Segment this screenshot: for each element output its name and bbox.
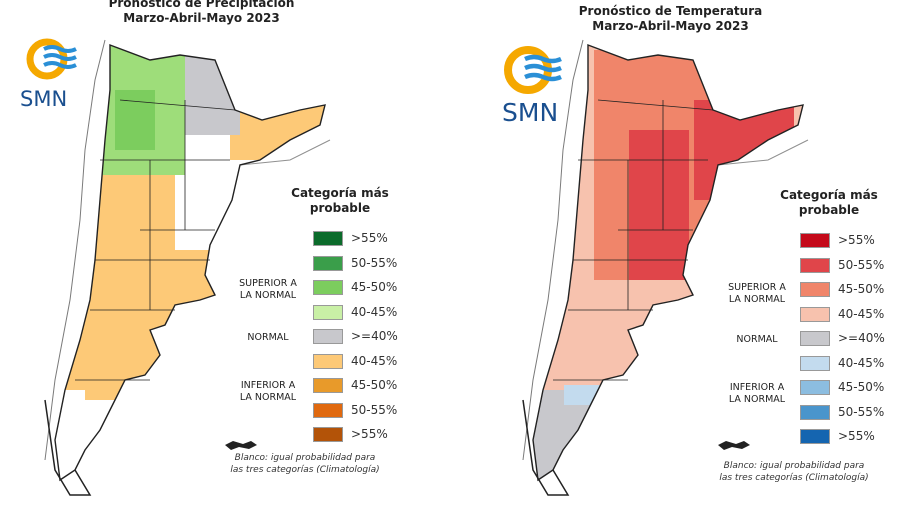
legend-label: >55% (351, 231, 388, 245)
inferior-label-line-2: LA NORMAL (728, 394, 786, 405)
malvinas-islands (225, 441, 257, 450)
legend-label: 40-45% (838, 306, 885, 321)
legend-swatch (800, 429, 830, 444)
legend-swatch (800, 355, 830, 371)
note-line-2: las tres categorías (Climatología) (230, 465, 380, 475)
legend-swatch (800, 306, 830, 322)
precipitation-map (44, 39, 331, 496)
malvinas-islands (718, 441, 750, 450)
coastline-islands (44, 399, 92, 496)
legend-label: 50-55% (838, 404, 885, 419)
temperature-panel: Pronóstico de Temperatura Marzo-Abril-Ma… (454, 0, 907, 510)
inferior-label-line-1: INFERIOR A (729, 382, 785, 393)
title-line-1: Pronóstico de Temperatura (578, 4, 763, 18)
note-line-1: Blanco: igual probabilidad para (723, 461, 865, 471)
normal-region (180, 55, 240, 135)
legend-title-line-2: probable (798, 203, 860, 217)
legend-label: 40-45% (351, 353, 398, 368)
legend-swatch (313, 231, 343, 246)
legend-swatch (313, 427, 343, 442)
inferior-label: INFERIOR A LA NORMAL (717, 382, 797, 406)
legend-label: 50-55% (351, 255, 398, 270)
legend-swatch (313, 329, 343, 344)
inferior-label-line-1: INFERIOR A (240, 380, 296, 391)
superior-label-line-2: LA NORMAL (728, 294, 786, 305)
superior-label-line-2: LA NORMAL (239, 290, 297, 301)
legend-label: 40-45% (838, 355, 885, 370)
legend-label: 40-45% (351, 304, 398, 319)
legend-label: 50-55% (838, 257, 885, 272)
legend-swatch (313, 304, 343, 320)
superior-label-line-1: SUPERIOR A (239, 278, 297, 289)
province-borders (553, 99, 714, 381)
note-line-1: Blanco: igual probabilidad para (234, 453, 376, 463)
legend-label: 45-50% (351, 378, 398, 392)
smn-logo-icon (504, 46, 562, 94)
legend-title: Categoría más probable (285, 186, 395, 216)
precipitation-panel: Pronóstico de Precipitación Marzo-Abril-… (0, 0, 453, 510)
legend-label: >=40% (838, 331, 885, 345)
precipitation-title: Pronóstico de Precipitación Marzo-Abril-… (0, 0, 428, 26)
legend-title-line-1: Categoría más (780, 188, 878, 202)
legend-title-line-2: probable (309, 201, 371, 215)
normal-label: NORMAL (736, 334, 778, 345)
coastline-islands (522, 399, 570, 496)
legend-swatch (800, 257, 830, 273)
legend-label: >55% (838, 233, 875, 247)
legend-label: 45-50% (351, 280, 398, 294)
legend-label: >55% (351, 427, 388, 441)
province-borders (75, 99, 236, 381)
legend-title-line-1: Categoría más (291, 186, 389, 200)
legend-note: Blanco: igual probabilidad para las tres … (205, 452, 405, 476)
legend-note: Blanco: igual probabilidad para las tres … (694, 460, 894, 484)
legend-label: >55% (838, 429, 875, 443)
legend-swatch (313, 255, 343, 271)
superior-label: SUPERIOR A LA NORMAL (717, 282, 797, 306)
legend-swatch (800, 331, 830, 346)
legend-label: 45-50% (838, 380, 885, 394)
inferior-label-line-2: LA NORMAL (239, 392, 297, 403)
legend-swatch (313, 378, 343, 393)
smn-logo-text: SMN (502, 98, 559, 127)
legend-swatch (313, 353, 343, 369)
legend-swatch (800, 380, 830, 395)
legend-title: Categoría más probable (774, 188, 884, 218)
legend-swatch (800, 404, 830, 420)
title-line-1: Pronóstico de Precipitación (108, 0, 295, 10)
superior-label: SUPERIOR A LA NORMAL (228, 278, 308, 302)
legend-swatch (313, 402, 343, 418)
inferior-label: INFERIOR A LA NORMAL (228, 380, 308, 404)
legend-swatch (800, 233, 830, 248)
title-line-2: Marzo-Abril-Mayo 2023 (123, 11, 280, 25)
superior-label-line-1: SUPERIOR A (728, 282, 786, 293)
smn-logo-icon (26, 38, 77, 80)
legend-swatch (800, 282, 830, 297)
legend-label: 45-50% (838, 282, 885, 296)
above-normal-region (629, 130, 689, 280)
legend-label: >=40% (351, 329, 398, 343)
note-line-2: las tres categorías (Climatología) (719, 473, 869, 483)
legend-swatch (313, 280, 343, 295)
legend-label: 50-55% (351, 402, 398, 417)
smn-logo-text: SMN (20, 87, 68, 111)
normal-label: NORMAL (247, 332, 289, 343)
temperature-title: Pronóstico de Temperatura Marzo-Abril-Ma… (444, 4, 897, 34)
temperature-map (522, 39, 809, 496)
title-line-2: Marzo-Abril-Mayo 2023 (592, 19, 749, 33)
